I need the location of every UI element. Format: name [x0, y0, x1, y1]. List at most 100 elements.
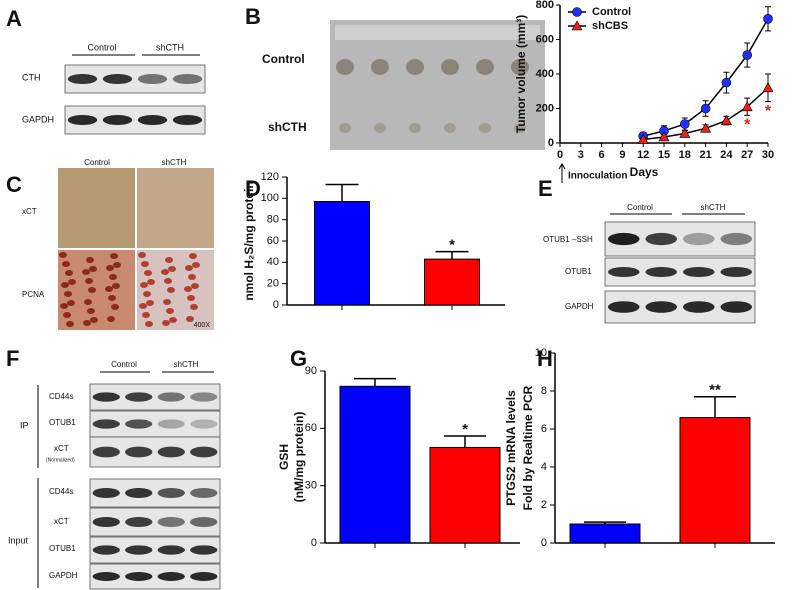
y-tick-label: 100 [261, 192, 279, 204]
nucleus [112, 283, 120, 289]
y-axis-label: (nM/mg protein) [292, 412, 306, 503]
nucleus [109, 274, 117, 280]
lane-label: shCTH [174, 360, 199, 369]
band [683, 301, 715, 313]
x-tick-label: 6 [599, 149, 605, 161]
y-tick-label: 20 [267, 278, 279, 290]
annotation: * [462, 421, 468, 438]
nucleus [110, 253, 118, 259]
tumor [406, 59, 424, 75]
nucleus [139, 303, 147, 309]
band [645, 266, 677, 278]
marker [679, 119, 690, 129]
nucleus [145, 321, 153, 327]
group-label: IP [20, 420, 29, 430]
y-axis-label: Fold by Realtime PCR [521, 385, 535, 510]
nucleus [162, 320, 170, 326]
y-axis-label: nmol H₂S/mg protein [242, 181, 256, 300]
panel-letter: G [290, 346, 307, 371]
marker [700, 103, 711, 114]
lane-label: Control [87, 42, 116, 52]
nucleus [59, 252, 67, 258]
x-tick-label: 21 [699, 149, 711, 161]
y-tick-label: 40 [267, 256, 279, 268]
nucleus [86, 257, 94, 263]
band [102, 73, 133, 85]
legend-label: shCBS [592, 20, 628, 32]
annotation: * [765, 103, 772, 120]
y-tick-label: 8 [541, 385, 547, 397]
band [608, 266, 640, 278]
x-tick-label: 3 [578, 149, 584, 161]
group-label: Input [8, 535, 29, 545]
x-axis-label: Days [630, 165, 659, 179]
band [720, 232, 752, 246]
nucleus [189, 253, 197, 259]
row-note: (Normalized) [46, 457, 75, 463]
nucleus [191, 283, 199, 289]
tumor [514, 123, 526, 133]
bar [429, 446, 501, 544]
band [645, 232, 677, 246]
marker [679, 127, 691, 138]
tumor [511, 59, 529, 75]
x-tick-label: 9 [619, 149, 625, 161]
band [92, 516, 120, 528]
band [608, 232, 640, 246]
nucleus [61, 282, 69, 288]
bar [569, 523, 641, 544]
tumor [339, 123, 351, 133]
row-label: CD44s [49, 487, 73, 496]
nucleus [144, 270, 152, 276]
nucleus [63, 312, 71, 318]
band [92, 446, 120, 458]
band [157, 572, 185, 581]
band [125, 446, 153, 458]
band [67, 114, 98, 126]
marker [700, 122, 712, 133]
bar [339, 385, 411, 544]
band [190, 419, 218, 429]
y-tick-label: 10 [535, 347, 547, 359]
error-bar [435, 250, 469, 260]
y-tick-label: 0 [273, 299, 279, 311]
annotation: ** [709, 382, 721, 399]
nucleus [147, 279, 155, 285]
nucleus [161, 269, 169, 275]
x-tick-label: 30 [762, 149, 774, 161]
legend-label: Control [592, 6, 631, 18]
x-tick-label: 24 [720, 149, 733, 161]
nucleus [138, 252, 146, 258]
panel-letter: F [6, 346, 19, 371]
row-label: OTUB1 [49, 418, 76, 427]
error-bar [325, 183, 359, 202]
band [137, 114, 168, 126]
row-label: xCT [54, 517, 69, 526]
band [125, 545, 153, 555]
panel-letter: B [245, 4, 261, 29]
tumor [441, 59, 459, 75]
lane-label: shCTH [162, 158, 187, 167]
arrow [558, 163, 566, 183]
band [92, 545, 120, 555]
nucleus [84, 299, 92, 305]
y-axis-label: Tumor volume (mm³) [514, 15, 528, 133]
row-label: Control [262, 52, 305, 66]
nucleus [65, 270, 73, 276]
micrograph [58, 168, 135, 248]
lane-label: shCTH [701, 203, 726, 212]
band [645, 301, 677, 313]
band [172, 73, 203, 85]
nucleus [185, 265, 193, 271]
nucleus [187, 295, 195, 301]
marker [658, 131, 670, 142]
band [190, 572, 218, 581]
y-tick-label: 120 [261, 171, 279, 183]
y-tick-label: 90 [305, 365, 317, 377]
band [102, 114, 133, 126]
error-bar [444, 435, 486, 448]
tumor [374, 123, 386, 133]
marker [763, 13, 773, 24]
nucleus [146, 300, 154, 306]
